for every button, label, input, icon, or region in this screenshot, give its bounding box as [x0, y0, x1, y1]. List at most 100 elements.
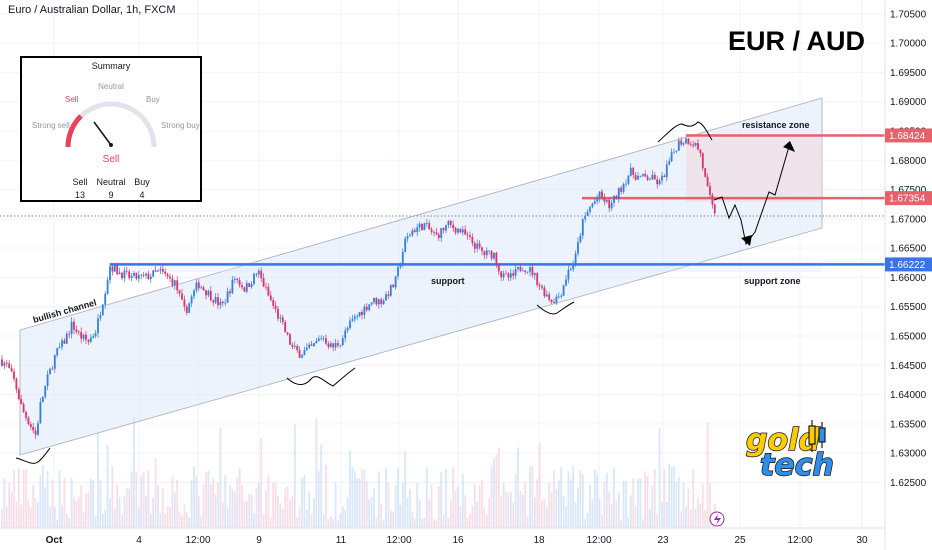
volume-bar [685, 506, 687, 528]
volume-bar [464, 495, 467, 528]
volume-bar [581, 474, 584, 528]
volume-bar [209, 484, 212, 528]
volume-bar [610, 503, 613, 528]
candle-body [457, 228, 459, 233]
candle-body [37, 423, 39, 435]
candle-body [488, 250, 491, 252]
candle-body [80, 332, 83, 339]
candle-body [478, 243, 481, 248]
level-tags: 1.68424 1.67354 1.66222 [885, 128, 932, 272]
volume-bar [524, 481, 527, 528]
candle-body [257, 270, 260, 275]
volume-bar [149, 513, 152, 528]
volume-bar [574, 502, 577, 528]
candle-body [543, 287, 546, 297]
count-value-sell: 13 [75, 190, 85, 200]
candle-body [615, 195, 618, 199]
volume-bar [123, 495, 126, 528]
candle-body [375, 297, 378, 305]
volume-bar [385, 468, 387, 528]
candle-body [46, 374, 49, 387]
volume-bar [447, 518, 450, 528]
candle-body [430, 229, 433, 232]
volume-bar [699, 503, 702, 528]
candle-body [661, 175, 663, 181]
candle-body [77, 331, 80, 333]
volume-bar [197, 496, 200, 528]
candle-body [272, 300, 275, 306]
volume-bar [327, 519, 330, 528]
volume-bar [440, 472, 443, 528]
volume-bar [603, 481, 606, 528]
candle-body [572, 263, 575, 270]
x-tick-label: 12:00 [586, 535, 611, 546]
candle-body [308, 344, 311, 348]
candle-body [644, 173, 647, 177]
volume-bar [193, 466, 195, 528]
candle-body [135, 272, 138, 279]
gauge-label-buy: Buy [146, 95, 160, 104]
volume-bar [677, 476, 680, 528]
volume-bar [365, 481, 368, 528]
volume-bar [406, 497, 409, 528]
candle-body [327, 343, 330, 347]
volume-bar [548, 482, 551, 528]
volume-bar [188, 517, 191, 528]
volume-bar [500, 496, 503, 528]
volume-bar [572, 466, 575, 528]
logo-text-tech: tech [760, 448, 834, 483]
volume-bar [159, 512, 162, 528]
y-axis: 1.705001.700001.695001.690001.685001.680… [890, 9, 927, 489]
volume-bar [346, 497, 349, 528]
volume-bar [274, 482, 277, 528]
candles [1, 136, 716, 440]
candle-body [545, 294, 548, 297]
candle-body [682, 143, 685, 145]
candle-body [466, 234, 469, 236]
count-label-neutral: Neutral [96, 177, 125, 187]
candle-body [411, 230, 414, 236]
candle-body [697, 143, 699, 150]
candle-body [646, 176, 649, 180]
volume-bar [493, 458, 495, 528]
volume-bar [423, 517, 426, 528]
candle-body [231, 279, 234, 294]
volume-bar [601, 514, 603, 528]
y-tick-label: 1.63000 [890, 449, 927, 460]
candle-body [706, 176, 709, 187]
candle-body [341, 338, 344, 346]
candle-body [399, 264, 402, 268]
volume-bar [615, 500, 618, 528]
gauge-label-strong-sell: Strong sell [32, 121, 70, 130]
arrow-head-up [783, 141, 795, 152]
y-tick-label: 1.62500 [890, 478, 927, 489]
volume-bar [22, 470, 25, 528]
candle-body [485, 250, 488, 256]
volume-bar [63, 477, 66, 528]
volume-bar [99, 480, 102, 528]
candle-body [358, 311, 361, 317]
candle-body [298, 350, 301, 358]
volume-bar [425, 468, 428, 528]
volume-bars [1, 417, 716, 528]
x-tick-label: 9 [256, 535, 262, 546]
candle-body [704, 168, 707, 177]
price-levels [110, 134, 885, 266]
volume-bar [281, 509, 284, 528]
candle-body [591, 203, 594, 207]
candle-body [334, 343, 337, 348]
volume-bar [183, 504, 186, 528]
candle-body [685, 138, 687, 144]
candle-body [497, 264, 500, 272]
event-icon[interactable] [709, 511, 725, 527]
candle-body [121, 272, 123, 279]
candle-body [173, 280, 176, 286]
candle-body [27, 417, 30, 425]
volume-bar [73, 498, 75, 528]
candle-body [617, 187, 620, 199]
candle-body [116, 265, 119, 275]
candle-body [521, 270, 524, 272]
volume-bar [401, 482, 404, 528]
candle-body [406, 236, 409, 239]
candle-body [514, 269, 517, 276]
